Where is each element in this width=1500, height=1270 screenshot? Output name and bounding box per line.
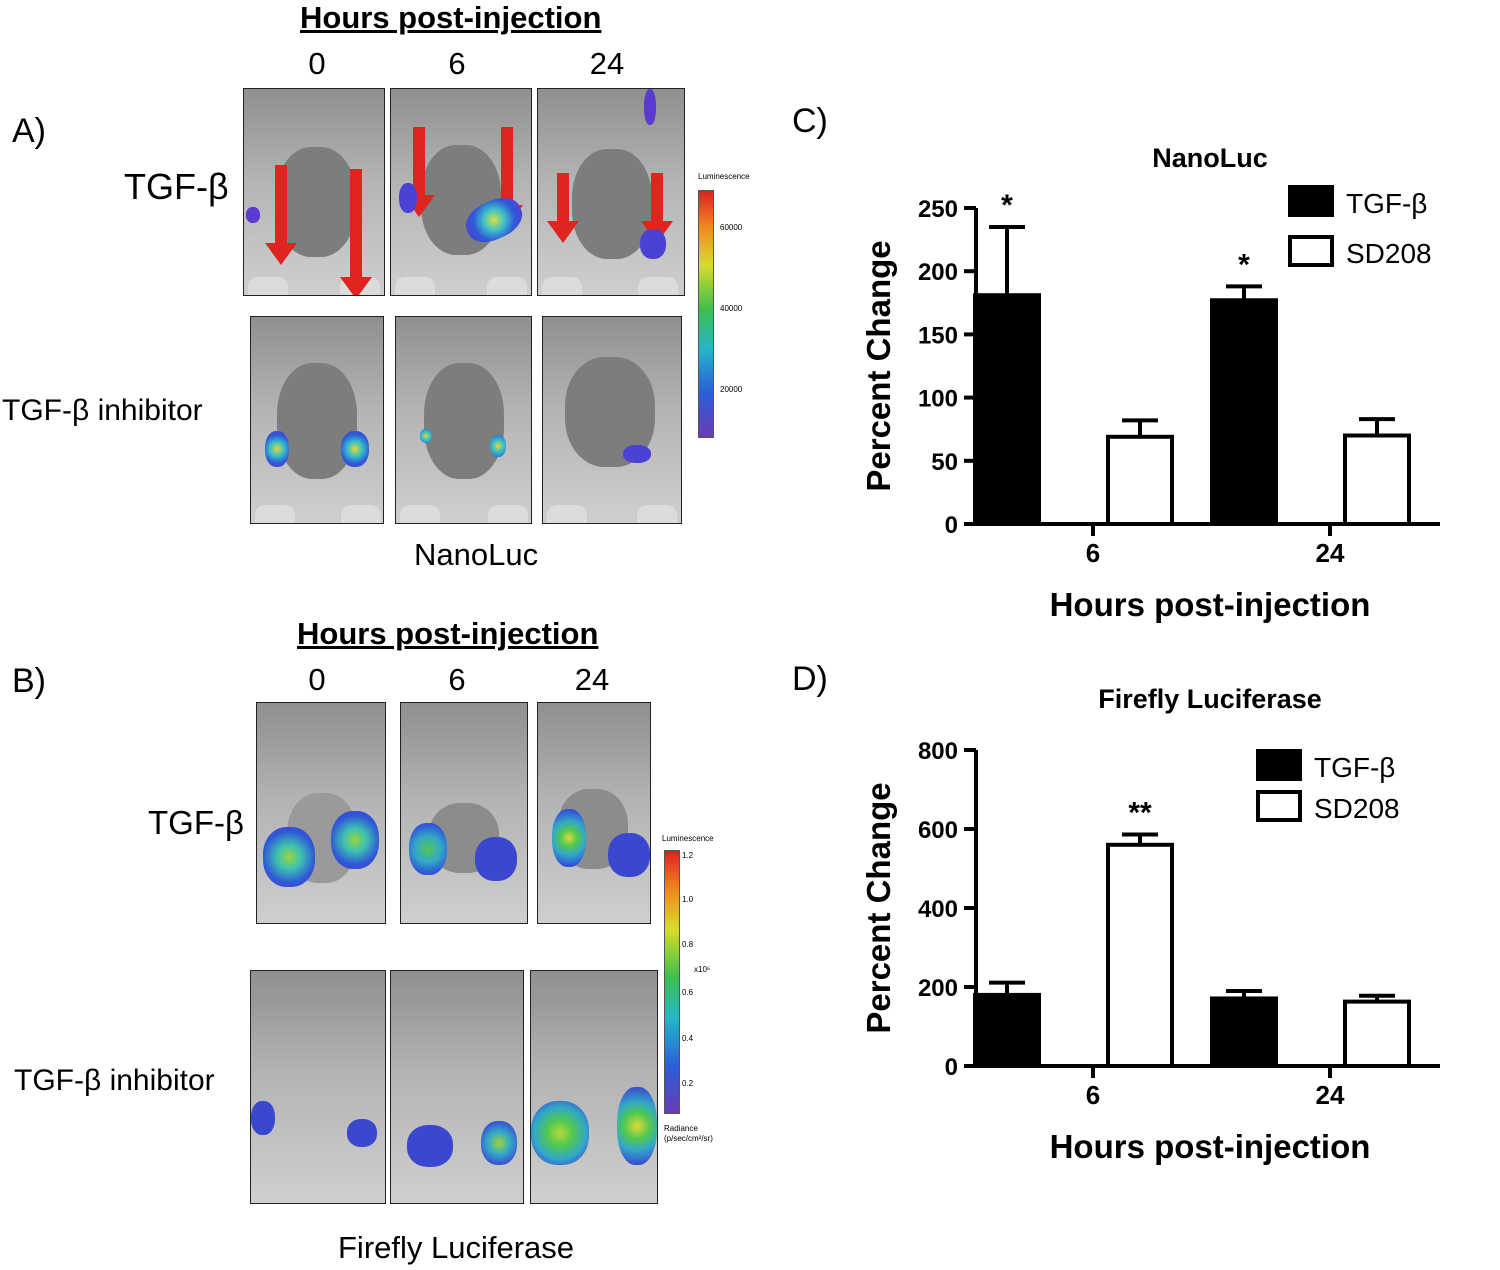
chart-d-bar-tgf-24	[1210, 996, 1278, 1069]
chart-c-panel-label: C)	[792, 102, 828, 140]
chart-c-y-tick-label: 200	[918, 259, 958, 286]
panel-b-timepoint-24: 24	[574, 662, 610, 697]
mouse-image-b-inhibitor-6h	[390, 970, 524, 1204]
chart-c-legend-label: TGF-β	[1346, 188, 1427, 219]
panel-b-row-label-tgfb: TGF-β	[148, 804, 244, 841]
chart-d-legend-label: SD208	[1314, 793, 1400, 824]
panel-b-header: Hours post-injection	[297, 616, 599, 651]
mouse-image-b-tgfb-6h	[400, 702, 528, 924]
chart-c-bar-tgf-6	[973, 293, 1041, 526]
chart-d-y-tick-label: 600	[918, 817, 958, 844]
chart-c-y-tick-label: 250	[918, 196, 958, 223]
chart-d-bar-sd208-6	[1106, 842, 1174, 1068]
chart-d-y-axis-label: Percent Change	[860, 782, 897, 1033]
panel-b-row-label-inhibitor: TGF-β inhibitor	[14, 1064, 215, 1097]
colorbar-b-tick: 1.2	[682, 851, 694, 860]
chart-c-x-axis-label: Hours post-injection	[1050, 586, 1371, 623]
colorbar-a-tick: 60000	[720, 223, 743, 232]
colorbar-b-title: Luminescence	[662, 834, 714, 843]
chart-c-y-tick-label: 100	[918, 386, 958, 413]
chart-c-y-axis-label: Percent Change	[860, 240, 897, 491]
colorbar-b-tick: 0.2	[682, 1079, 694, 1088]
colorbar-a-title: Luminescence	[698, 172, 750, 181]
chart-d-bar-sd208-24	[1343, 999, 1411, 1068]
panel-a-timepoint-0: 0	[308, 46, 326, 81]
panel-a-row-label-tgfb: TGF-β	[124, 166, 229, 207]
chart-d-legend-swatch	[1256, 749, 1302, 781]
colorbar-a	[698, 190, 714, 438]
colorbar-a-tick: 40000	[720, 304, 743, 313]
mouse-image-b-inhibitor-0h	[250, 970, 386, 1204]
chart-d-y-tick-label: 0	[945, 1054, 958, 1081]
panel-a-label: A)	[12, 112, 46, 150]
chart-d-title: Firefly Luciferase	[1098, 684, 1322, 714]
panel-a-caption: NanoLuc	[414, 537, 539, 572]
panel-b-label: B)	[12, 662, 46, 700]
chart-c-bar-sd208-6	[1106, 434, 1174, 526]
colorbar-b-tick: 0.8	[682, 940, 694, 949]
chart-c-significance-mark: *	[1001, 189, 1013, 222]
chart-d-y-tick-label: 200	[918, 975, 958, 1002]
chart-c-x-tick-label: 6	[1086, 538, 1100, 568]
chart-d-x-tick-label: 24	[1316, 1080, 1345, 1110]
panel-b-caption: Firefly Luciferase	[338, 1230, 575, 1265]
red-arrow-icon	[265, 165, 297, 265]
chart-d-legend-swatch	[1256, 790, 1302, 822]
chart-c-x-tick-label: 24	[1316, 538, 1345, 568]
chart-d-y-tick-label: 800	[918, 738, 958, 765]
colorbar-b	[664, 850, 680, 1114]
mouse-image-a-inhibitor-6h	[395, 316, 532, 524]
mouse-image-b-tgfb-24h	[537, 702, 651, 924]
chart-c-legend-swatch	[1288, 185, 1334, 217]
panel-a-header: Hours post-injection	[300, 0, 602, 35]
mouse-image-b-tgfb-0h	[256, 702, 386, 924]
chart-d-x-tick-label: 6	[1086, 1080, 1100, 1110]
chart-d-significance-mark: **	[1128, 797, 1152, 830]
chart-c-title: NanoLuc	[1152, 143, 1268, 173]
panel-a-timepoint-24: 24	[589, 46, 625, 81]
chart-d-bar-tgf-6	[973, 992, 1041, 1069]
chart-c-legend-label: SD208	[1346, 238, 1432, 269]
panel-b-timepoint-0: 0	[308, 662, 326, 697]
mouse-image-a-tgfb-6h	[390, 88, 532, 296]
chart-c-legend-swatch	[1288, 235, 1334, 267]
mouse-image-a-tgfb-24h	[537, 88, 685, 296]
chart-c-y-tick-label: 0	[945, 512, 958, 539]
panel-b-timepoint-6: 6	[448, 662, 466, 697]
colorbar-b-unit: (p/sec/cm²/sr)	[664, 1134, 713, 1143]
chart-d-y-tick-label: 400	[918, 896, 958, 923]
panel-a-timepoint-6: 6	[448, 46, 466, 81]
mouse-image-a-inhibitor-0h	[250, 316, 384, 524]
chart-d-x-axis-label: Hours post-injection	[1050, 1128, 1371, 1165]
chart-d-legend-label: TGF-β	[1314, 752, 1395, 783]
mouse-image-b-inhibitor-24h	[530, 970, 658, 1204]
colorbar-b-tick: 0.4	[682, 1034, 694, 1043]
colorbar-b-multiplier: x10⁶	[694, 965, 711, 974]
panel-a-row-label-inhibitor: TGF-β inhibitor	[2, 394, 203, 427]
chart-c-bar-tgf-24	[1210, 298, 1278, 526]
mouse-image-a-tgfb-0h	[243, 88, 385, 296]
red-arrow-icon	[340, 169, 372, 295]
chart-c-y-tick-label: 150	[918, 322, 958, 349]
chart-c-significance-mark: *	[1238, 248, 1250, 281]
chart-d-panel-label: D)	[792, 660, 828, 698]
colorbar-b-tick: 0.6	[682, 988, 694, 997]
colorbar-a-tick: 20000	[720, 385, 743, 394]
chart-c-y-tick-label: 50	[931, 449, 958, 476]
colorbar-b-tick: 1.0	[682, 895, 694, 904]
red-arrow-icon	[547, 173, 579, 243]
chart-c-bar-sd208-24	[1343, 433, 1411, 526]
mouse-image-a-inhibitor-24h	[542, 316, 682, 524]
colorbar-b-unit-label: Radiance	[664, 1124, 698, 1133]
